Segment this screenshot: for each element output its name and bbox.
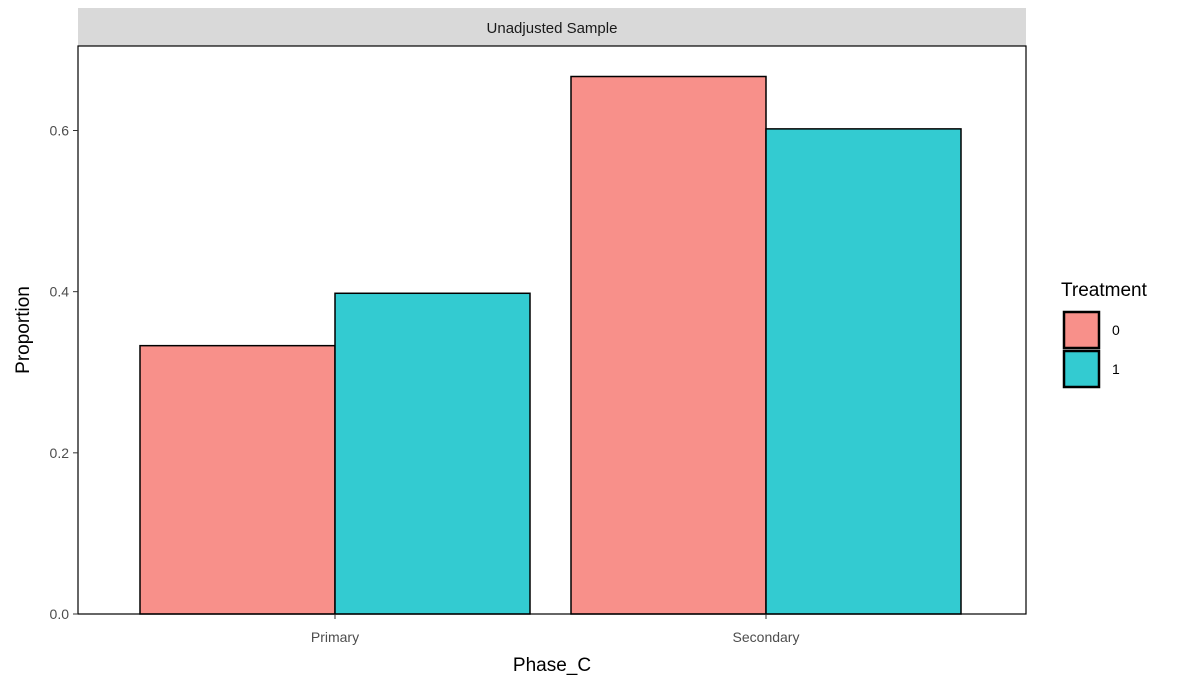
legend-items: 01 [1062, 310, 1120, 389]
x-tick-label: Primary [311, 629, 359, 645]
facet-title: Unadjusted Sample [487, 20, 618, 37]
y-tick-label: 0.4 [50, 284, 70, 300]
y-tick-label: 0.2 [50, 445, 70, 461]
facet-strip [78, 8, 1026, 46]
y-axis-title: Proportion [13, 286, 34, 374]
panel-border [77, 45, 1027, 615]
legend-key-0 [1062, 310, 1101, 350]
y-tick-label: 0.0 [50, 606, 70, 622]
x-tick-label: Secondary [733, 629, 800, 645]
bar-primary-treatment-0 [139, 344, 336, 615]
legend-label-1: 1 [1112, 361, 1120, 377]
legend-label-0: 0 [1112, 322, 1120, 338]
bars-group [139, 75, 962, 615]
legend-title: Treatment [1061, 280, 1148, 301]
legend-key-1 [1062, 349, 1101, 389]
bar-secondary-treatment-0 [570, 75, 767, 615]
bar-primary-treatment-1 [334, 292, 531, 615]
x-axis-title: Phase_C [513, 655, 591, 676]
bar-secondary-treatment-1 [765, 128, 962, 615]
legend: Treatment 01 [1061, 280, 1148, 389]
x-axis: Primary Secondary [311, 614, 800, 645]
y-axis: 0.0 0.2 0.4 0.6 [50, 123, 78, 622]
y-tick-label: 0.6 [50, 123, 70, 139]
